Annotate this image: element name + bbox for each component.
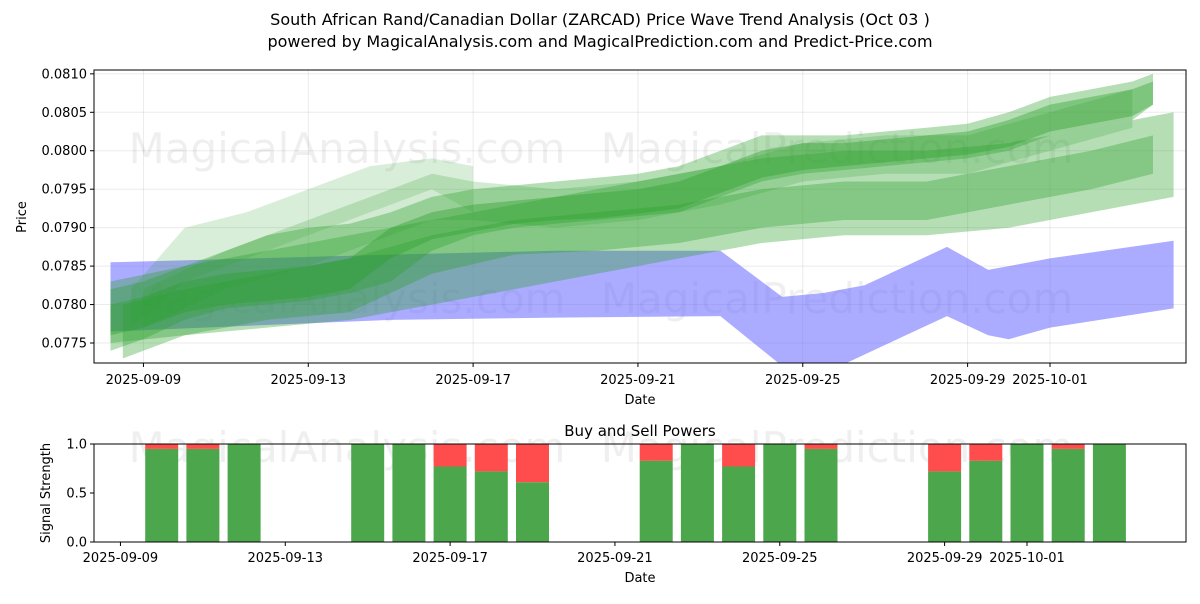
buy-power-bar <box>351 444 385 542</box>
buy-power-bar <box>1051 448 1085 542</box>
signal-y-tick-label: 0.0 <box>66 536 87 551</box>
sell-power-bar <box>516 444 549 483</box>
sell-power-bar <box>1051 444 1085 449</box>
buy-power-bar <box>639 460 673 542</box>
price-y-tick-label: 0.0800 <box>42 144 88 159</box>
buy-power-bar <box>804 448 838 542</box>
price-x-tick-label: 2025-10-01 <box>1012 373 1088 388</box>
sell-power-bar <box>474 444 508 472</box>
price-x-tick-label: 2025-09-13 <box>270 373 346 388</box>
price-x-tick-label: 2025-09-29 <box>930 373 1006 388</box>
buy-power-bar <box>928 471 962 542</box>
price-plot-frame <box>93 69 1187 364</box>
sell-power-bar <box>639 444 673 461</box>
signal-y-axis-label: Signal Strength <box>39 443 54 543</box>
sell-power-bar <box>433 444 467 467</box>
green-wave-band <box>110 73 1153 351</box>
signal-bars <box>145 444 1126 542</box>
sell-power-bar <box>969 444 1003 461</box>
sell-power-bar <box>928 444 962 472</box>
chart-title: South African Rand/Canadian Dollar (ZARC… <box>270 10 930 29</box>
signal-x-tick-label: 2025-09-09 <box>83 551 159 566</box>
buy-power-bar <box>763 444 797 542</box>
green-wave-band <box>110 81 1153 336</box>
sell-power-bar <box>145 444 179 449</box>
price-y-tick-label: 0.0780 <box>42 298 88 313</box>
signal-x-ticks: 2025-09-09 2025-09-13 2025-09-17 2025-09-21… <box>83 542 1065 566</box>
signal-x-tick-label: 2025-09-25 <box>742 551 818 566</box>
watermark-prediction-top: MagicalPrediction.com <box>601 124 1074 173</box>
price-y-tick-label: 0.0805 <box>42 106 88 121</box>
blue-wave-band <box>110 240 1174 363</box>
buy-power-bar <box>1010 444 1044 542</box>
sell-power-bar <box>186 444 220 449</box>
buy-power-bar <box>392 444 426 542</box>
buy-power-bar <box>433 466 467 542</box>
price-x-tick-label: 2025-09-25 <box>765 373 841 388</box>
buy-power-bar <box>516 482 549 542</box>
price-y-tick-label: 0.0810 <box>42 67 88 82</box>
signal-y-ticks: 0.0 0.5 1.0 <box>66 438 94 551</box>
price-x-tick-label: 2025-09-09 <box>106 373 182 388</box>
buy-power-bar <box>186 448 220 542</box>
signal-x-tick-label: 2025-09-21 <box>577 551 653 566</box>
sell-power-bar <box>722 444 756 467</box>
price-series <box>110 73 1174 363</box>
sell-power-bar <box>804 444 838 449</box>
buy-power-bar <box>227 444 261 542</box>
buy-power-bar <box>722 466 756 542</box>
chart-subtitle: powered by MagicalAnalysis.com and Magic… <box>267 32 932 51</box>
price-y-axis-label: Price <box>15 201 30 233</box>
watermark-analysis-top: MagicalAnalysis.com <box>129 124 566 173</box>
price-panel: MagicalAnalysis.com MagicalPrediction.co… <box>15 67 1187 408</box>
price-y-tick-label: 0.0775 <box>42 337 88 352</box>
price-x-tick-label: 2025-09-17 <box>435 373 511 388</box>
buy-power-bar <box>969 460 1003 542</box>
green-wave-band <box>143 89 1133 328</box>
green-wave-band <box>131 158 474 328</box>
signal-x-tick-label: 2025-09-17 <box>412 551 488 566</box>
signal-x-axis-label: Date <box>624 571 655 586</box>
signal-panel: Buy and Sell Powers MagicalAnalysis.com … <box>39 422 1187 586</box>
price-x-tick-label: 2025-09-21 <box>600 373 676 388</box>
buy-power-bar <box>1092 444 1126 542</box>
green-wave-band <box>122 135 1153 359</box>
signal-y-tick-label: 0.5 <box>66 487 87 502</box>
price-y-tick-label: 0.0795 <box>42 183 88 198</box>
signal-panel-title: Buy and Sell Powers <box>564 422 716 440</box>
price-x-axis-label: Date <box>624 393 655 408</box>
signal-y-tick-label: 1.0 <box>66 438 87 453</box>
price-y-tick-label: 0.0790 <box>42 221 88 236</box>
price-y-ticks: 0.0775 0.0780 0.0785 0.0790 0.0795 0.0800 0.08… <box>42 67 94 352</box>
green-wave-band <box>110 112 1174 343</box>
price-x-ticks: 2025-09-09 2025-09-13 2025-09-17 2025-09-21… <box>106 363 1088 388</box>
signal-x-tick-label: 2025-09-29 <box>907 551 983 566</box>
buy-power-bar <box>680 444 714 542</box>
signal-x-tick-label: 2025-09-13 <box>247 551 323 566</box>
buy-power-bar <box>474 471 508 542</box>
buy-power-bar <box>145 448 179 542</box>
price-y-tick-label: 0.0785 <box>42 260 88 275</box>
signal-x-tick-label: 2025-10-01 <box>989 551 1065 566</box>
